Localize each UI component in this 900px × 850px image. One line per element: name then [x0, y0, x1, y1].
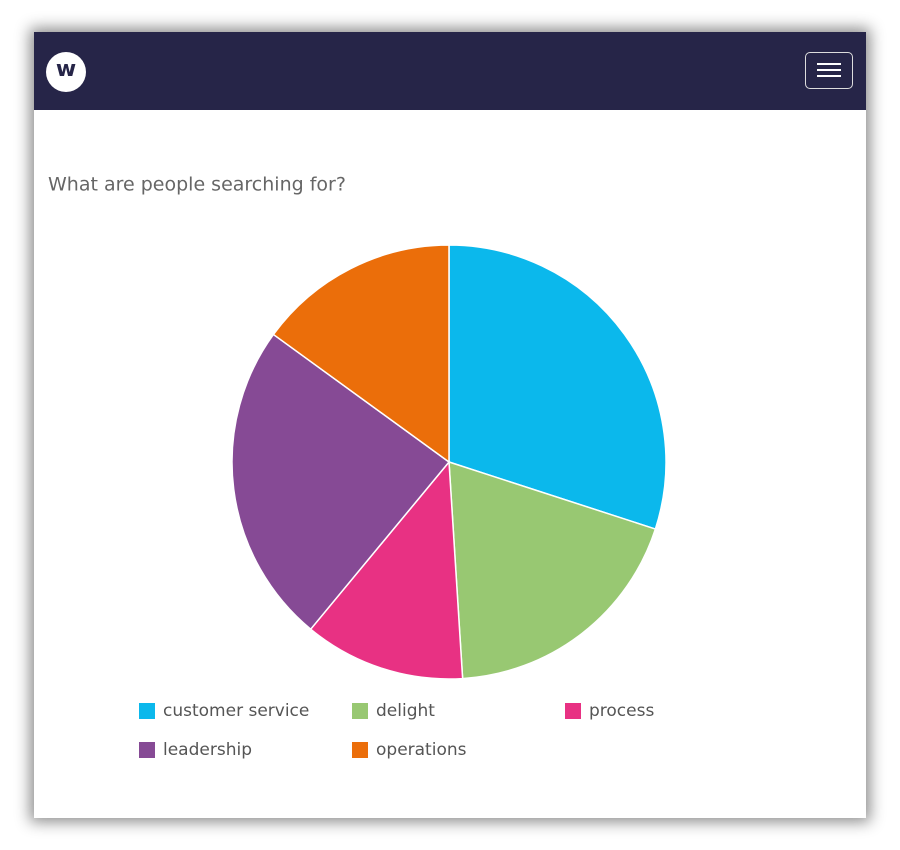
menu-bar	[817, 75, 841, 77]
logo[interactable]: w	[46, 52, 86, 92]
pie-slice	[448, 460, 657, 680]
legend-label: operations	[376, 740, 467, 760]
legend-swatch	[565, 703, 581, 719]
legend-swatch	[352, 742, 368, 758]
menu-bar	[817, 63, 841, 65]
navbar: w	[34, 32, 866, 110]
legend-label: delight	[376, 701, 435, 721]
legend-label: customer service	[163, 701, 309, 721]
legend-swatch	[139, 742, 155, 758]
legend-label: leadership	[163, 740, 252, 760]
chart: What are people searching for? customer …	[48, 174, 667, 760]
pie-slice	[309, 460, 464, 680]
pie-slice	[231, 333, 451, 631]
chart-title: What are people searching for?	[48, 174, 346, 196]
legend-swatch	[139, 703, 155, 719]
pie-slice	[272, 244, 450, 464]
app-frame: w What are people searching for? custome…	[34, 32, 866, 818]
legend-swatch	[352, 703, 368, 719]
menu-bar	[817, 69, 841, 71]
legend-label: process	[589, 701, 654, 721]
pie-slice	[448, 244, 667, 531]
menu-button[interactable]	[805, 52, 853, 89]
